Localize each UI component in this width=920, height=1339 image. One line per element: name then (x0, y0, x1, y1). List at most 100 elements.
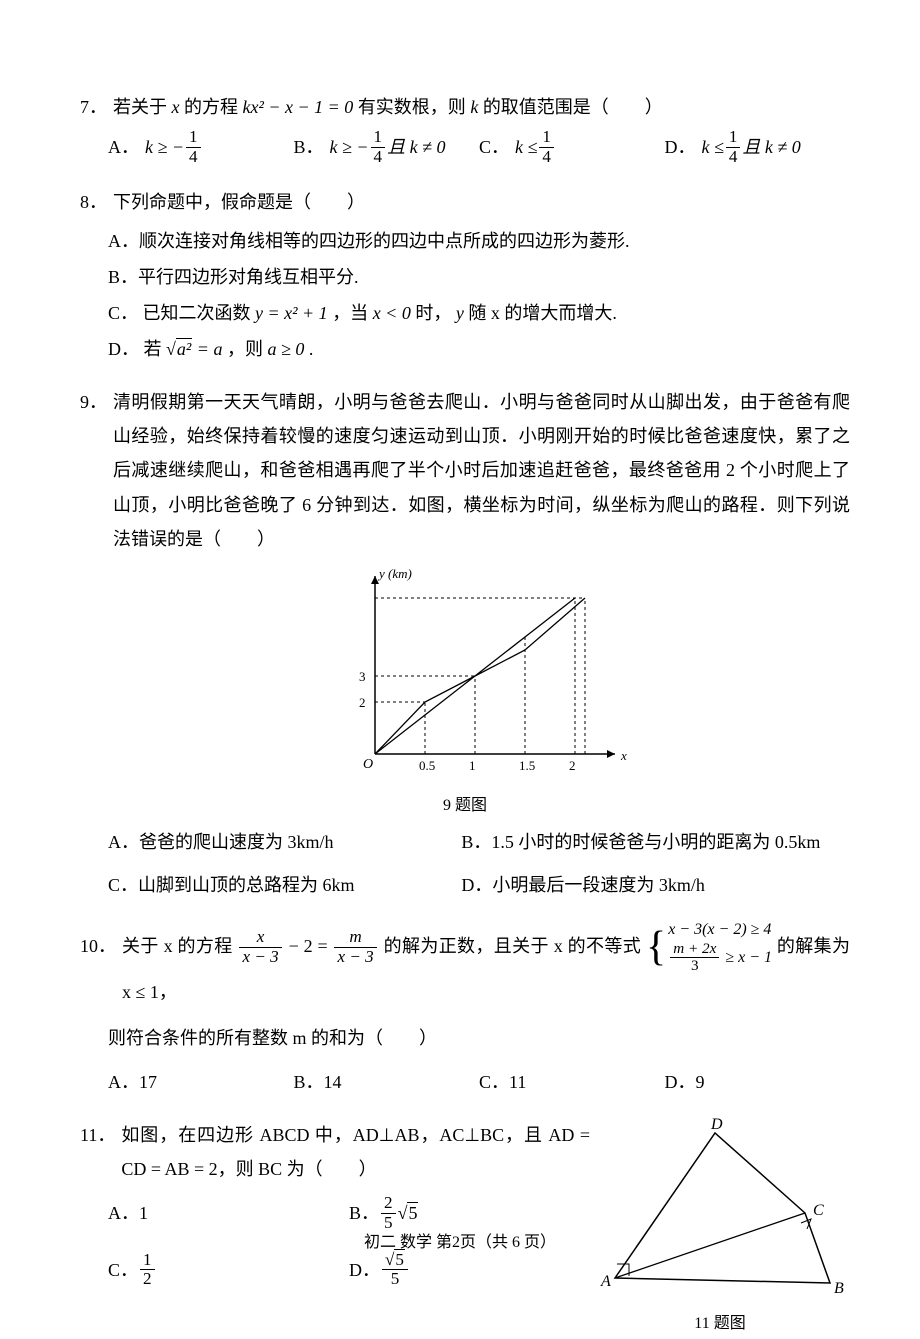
label: C． (479, 130, 509, 164)
den: x − 3 (334, 948, 376, 967)
label: A． (108, 832, 139, 852)
radicand: a² (176, 338, 192, 359)
quadrilateral-diagram: ABCD (595, 1118, 845, 1298)
brace-icon: { (646, 931, 666, 965)
question-8: 8． 下列命题中，假命题是（ ） A．顺次连接对角线相等的四边形的四边中点所成的… (80, 185, 850, 367)
svg-text:D: D (710, 1118, 723, 1133)
fraction: mx − 3 (334, 928, 376, 967)
label: B． (349, 1196, 379, 1230)
q7-opt-d: D． k ≤ 14 且 k ≠ 0 (665, 128, 851, 167)
text: 若关于 (113, 97, 167, 117)
equation: = a (197, 339, 223, 359)
num: 5 (382, 1251, 408, 1271)
label: D． (349, 1253, 380, 1287)
text: k ≥ − (145, 130, 184, 164)
text: 若 (144, 339, 167, 359)
q9-stem: 清明假期第一天天气晴朗，小明与爸爸去爬山．小明与爸爸同时从山脚出发，由于爸爸有爬… (113, 385, 850, 556)
q11-opt-b: B． 25 5 (349, 1194, 590, 1233)
text: 爸爸的爬山速度为 3km/h (139, 832, 334, 852)
label: C． (108, 875, 138, 895)
equation: y = x² + 1 (255, 303, 328, 323)
q9-opt-b: B．1.5 小时的时候爸爸与小明的距离为 0.5km (461, 825, 850, 859)
label: A． (108, 130, 139, 164)
text: 山脚到山顶的总路程为 6km (138, 875, 355, 895)
q11-opt-c: C． 12 (108, 1251, 349, 1290)
radical: a² (166, 331, 192, 367)
num: 1 (186, 128, 201, 148)
radical: 5 (398, 1196, 419, 1230)
label: C． (108, 303, 138, 323)
page-footer: 初二 数学 第2页（共 6 页） (0, 1228, 920, 1252)
equation: kx² − x − 1 = 0 (243, 97, 354, 117)
text: ，则 (227, 339, 268, 359)
num: m (334, 928, 376, 948)
fraction: 12 (140, 1251, 155, 1290)
q8-number: 8． (80, 185, 107, 219)
q7-number: 7． (80, 90, 107, 124)
text: 随 x 的增大而增大. (468, 303, 617, 323)
num: x (239, 928, 281, 948)
label: B． (294, 1065, 324, 1099)
q10-stem-line2: 则符合条件的所有整数 m 的和为（ ） (108, 1021, 850, 1055)
q8-opt-d: D． 若 a² = a ，则 a ≥ 0 . (108, 331, 850, 367)
fraction: 5 5 (382, 1251, 408, 1290)
radical: 5 (385, 1251, 405, 1270)
num: 1 (371, 128, 386, 148)
num: m + 2x (670, 941, 719, 959)
den: 4 (371, 148, 386, 167)
den: 2 (140, 1270, 155, 1289)
q11-stem: 如图，在四边形 ABCD 中，AD⊥AB，AC⊥BC，且 AD = CD = A… (121, 1118, 590, 1186)
label: C． (479, 1065, 509, 1099)
line-chart: O0.511.5223y (km)x (275, 564, 655, 784)
text: 时， (415, 303, 451, 323)
text: k ≤ (702, 130, 724, 164)
text: 的取值范围是（ ） (483, 97, 663, 117)
label: D． (461, 875, 492, 895)
den: 4 (539, 148, 554, 167)
q10-stem: 关于 x 的方程 xx − 3 − 2 = mx − 3 的解为正数，且关于 x… (122, 920, 850, 1009)
cond: x < 0 (373, 303, 411, 323)
svg-text:O: O (363, 757, 373, 772)
question-9: 9． 清明假期第一天天气晴朗，小明与爸爸去爬山．小明与爸爸同时从山脚出发，由于爸… (80, 385, 850, 902)
svg-text:y (km): y (km) (377, 566, 412, 581)
sys-line2: m + 2x3 ≥ x − 1 (668, 941, 772, 975)
svg-text:0.5: 0.5 (419, 758, 435, 773)
text: 14 (324, 1065, 342, 1099)
text: 顺次连接对角线相等的四边形的四边中点所成的四边形为菱形. (139, 231, 630, 251)
q11-opt-d: D． 5 5 (349, 1251, 590, 1290)
text: k ≥ − (330, 130, 369, 164)
label: C． (108, 1253, 138, 1287)
text: 有实数根，则 (358, 97, 466, 117)
var: y (456, 303, 464, 323)
fraction: 14 (726, 128, 741, 167)
q8-options: A．顺次连接对角线相等的四边形的四边中点所成的四边形为菱形. B．平行四边形对角… (108, 223, 850, 367)
num: 1 (726, 128, 741, 148)
label: A． (108, 1196, 139, 1230)
q9-opt-a: A．爸爸的爬山速度为 3km/h (108, 825, 461, 859)
label: B． (294, 130, 324, 164)
q10-opt-a: A．17 (108, 1065, 294, 1099)
var: x (172, 97, 180, 117)
label: D． (665, 1065, 696, 1099)
den: x − 3 (239, 948, 281, 967)
text: ，当 (332, 303, 373, 323)
svg-text:3: 3 (359, 669, 366, 684)
q7-opt-b: B． k ≥ − 14 且 k ≠ 0 (294, 128, 480, 167)
text: 关于 x 的方程 (122, 936, 237, 956)
num: 1 (140, 1251, 155, 1271)
num: 2 (381, 1194, 396, 1214)
text: k ≤ (515, 130, 537, 164)
text: 已知二次函数 (143, 303, 256, 323)
text: . (309, 339, 314, 359)
den: 3 (670, 958, 719, 975)
text: 平行四边形对角线互相平分. (138, 267, 359, 287)
text: 且 k ≠ 0 (742, 130, 800, 164)
q8-opt-b: B．平行四边形对角线互相平分. (108, 259, 850, 295)
q10-options: A．17 B．14 C．11 D．9 (108, 1065, 850, 1099)
q9-options: A．爸爸的爬山速度为 3km/h B．1.5 小时的时候爸爸与小明的距离为 0.… (108, 825, 850, 901)
fraction: xx − 3 (239, 928, 281, 967)
sys-line1: x − 3(x − 2) ≥ 4 (668, 920, 772, 941)
svg-text:B: B (834, 1280, 844, 1297)
text: 9 (696, 1065, 705, 1099)
text: ≥ x − 1 (725, 949, 772, 966)
